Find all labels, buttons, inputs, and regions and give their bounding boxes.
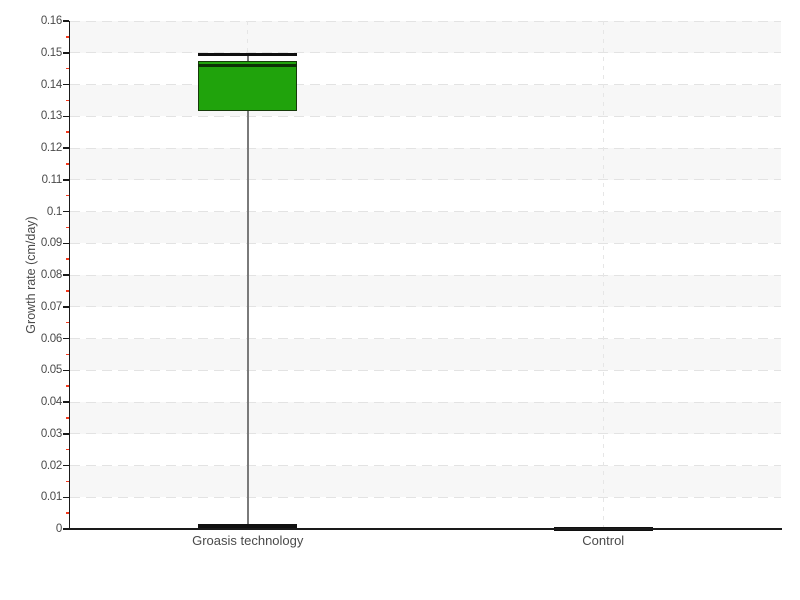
h-gridline [70,369,781,371]
y-major-tick [63,52,69,54]
y-minor-tick [65,417,69,419]
h-gridline [70,274,781,276]
whisker-cap-low [198,524,298,528]
y-major-tick [63,147,69,149]
y-minor-tick [65,512,69,514]
y-major-tick [63,274,69,276]
h-gridline [70,465,781,466]
y-major-tick [63,464,69,467]
y-tick-label: 0.1 [46,205,62,218]
y-major-tick [63,115,69,117]
h-gridline [70,52,781,54]
h-gridline [70,84,781,85]
h-gridline [70,115,781,117]
y-tick-label: 0.07 [40,300,62,313]
y-minor-tick [65,131,69,133]
plot-band [70,211,781,244]
y-minor-tick [65,194,69,197]
h-gridline [70,433,781,435]
plot-band [70,84,781,117]
y-minor-tick [65,480,69,483]
y-tick-label: 0.05 [40,364,62,377]
y-tick-label: 0.16 [40,15,62,27]
y-minor-tick [65,353,69,356]
category-gridline-control [602,21,604,529]
h-gridline [70,338,781,339]
plot-area [70,20,781,531]
y-minor-tick [65,385,69,387]
h-gridline [70,496,781,498]
y-major-tick [63,337,69,340]
y-major-tick [63,401,69,403]
plot-band [70,465,781,498]
whisker-cap-high [198,52,298,57]
y-minor-tick [65,448,69,451]
h-gridline [70,211,781,212]
y-major-tick [63,20,69,22]
plot-band [70,148,781,180]
y-major-tick [63,369,69,371]
y-tick-label: 0.14 [40,78,62,91]
y-minor-tick [65,99,69,102]
y-minor-tick [65,226,69,229]
y-tick-label: 0.01 [40,491,62,504]
plot-band [70,338,781,371]
plot-band [70,402,781,434]
y-tick-label: 0 [55,523,62,535]
y-tick-label: 0.08 [40,269,62,281]
y-major-tick [63,242,69,244]
y-tick-label: 0.11 [41,173,63,186]
y-minor-tick [65,321,69,324]
y-major-tick [63,496,69,498]
y-tick-label: 0.03 [40,427,62,440]
y-tick-label: 0.12 [40,142,62,154]
h-gridline [70,401,781,403]
y-major-tick [63,528,69,530]
y-major-tick [63,179,69,181]
y-minor-tick [65,36,69,38]
y-tick-label: 0.04 [40,396,62,408]
y-major-tick [63,83,69,86]
y-major-tick [63,433,69,435]
y-minor-tick [65,67,69,70]
y-tick-label: 0.15 [40,46,62,59]
y-minor-tick [65,290,69,292]
plot-band [70,21,781,53]
x-category-label-groasis-technology: Groasis technology [192,533,304,548]
x-category-label-control: Control [582,533,625,548]
x-axis-line [68,528,782,530]
h-gridline [70,306,781,308]
h-gridline [70,179,781,181]
h-gridline [70,20,781,22]
y-minor-tick [65,163,69,165]
h-gridline [70,147,781,149]
box-q1-q3 [198,61,298,111]
y-major-tick [63,210,69,213]
y-major-tick [63,306,69,308]
y-tick-label: 0.09 [40,237,62,250]
plot-band [70,275,781,307]
y-tick-label: 0.13 [40,110,62,123]
median-line [198,63,298,68]
y-axis-line [68,21,70,530]
y-tick-label: 0.02 [40,459,62,472]
h-gridline [70,242,781,244]
y-minor-tick [65,258,69,260]
y-tick-label: 0.06 [40,332,62,345]
whisker-line [246,54,249,526]
